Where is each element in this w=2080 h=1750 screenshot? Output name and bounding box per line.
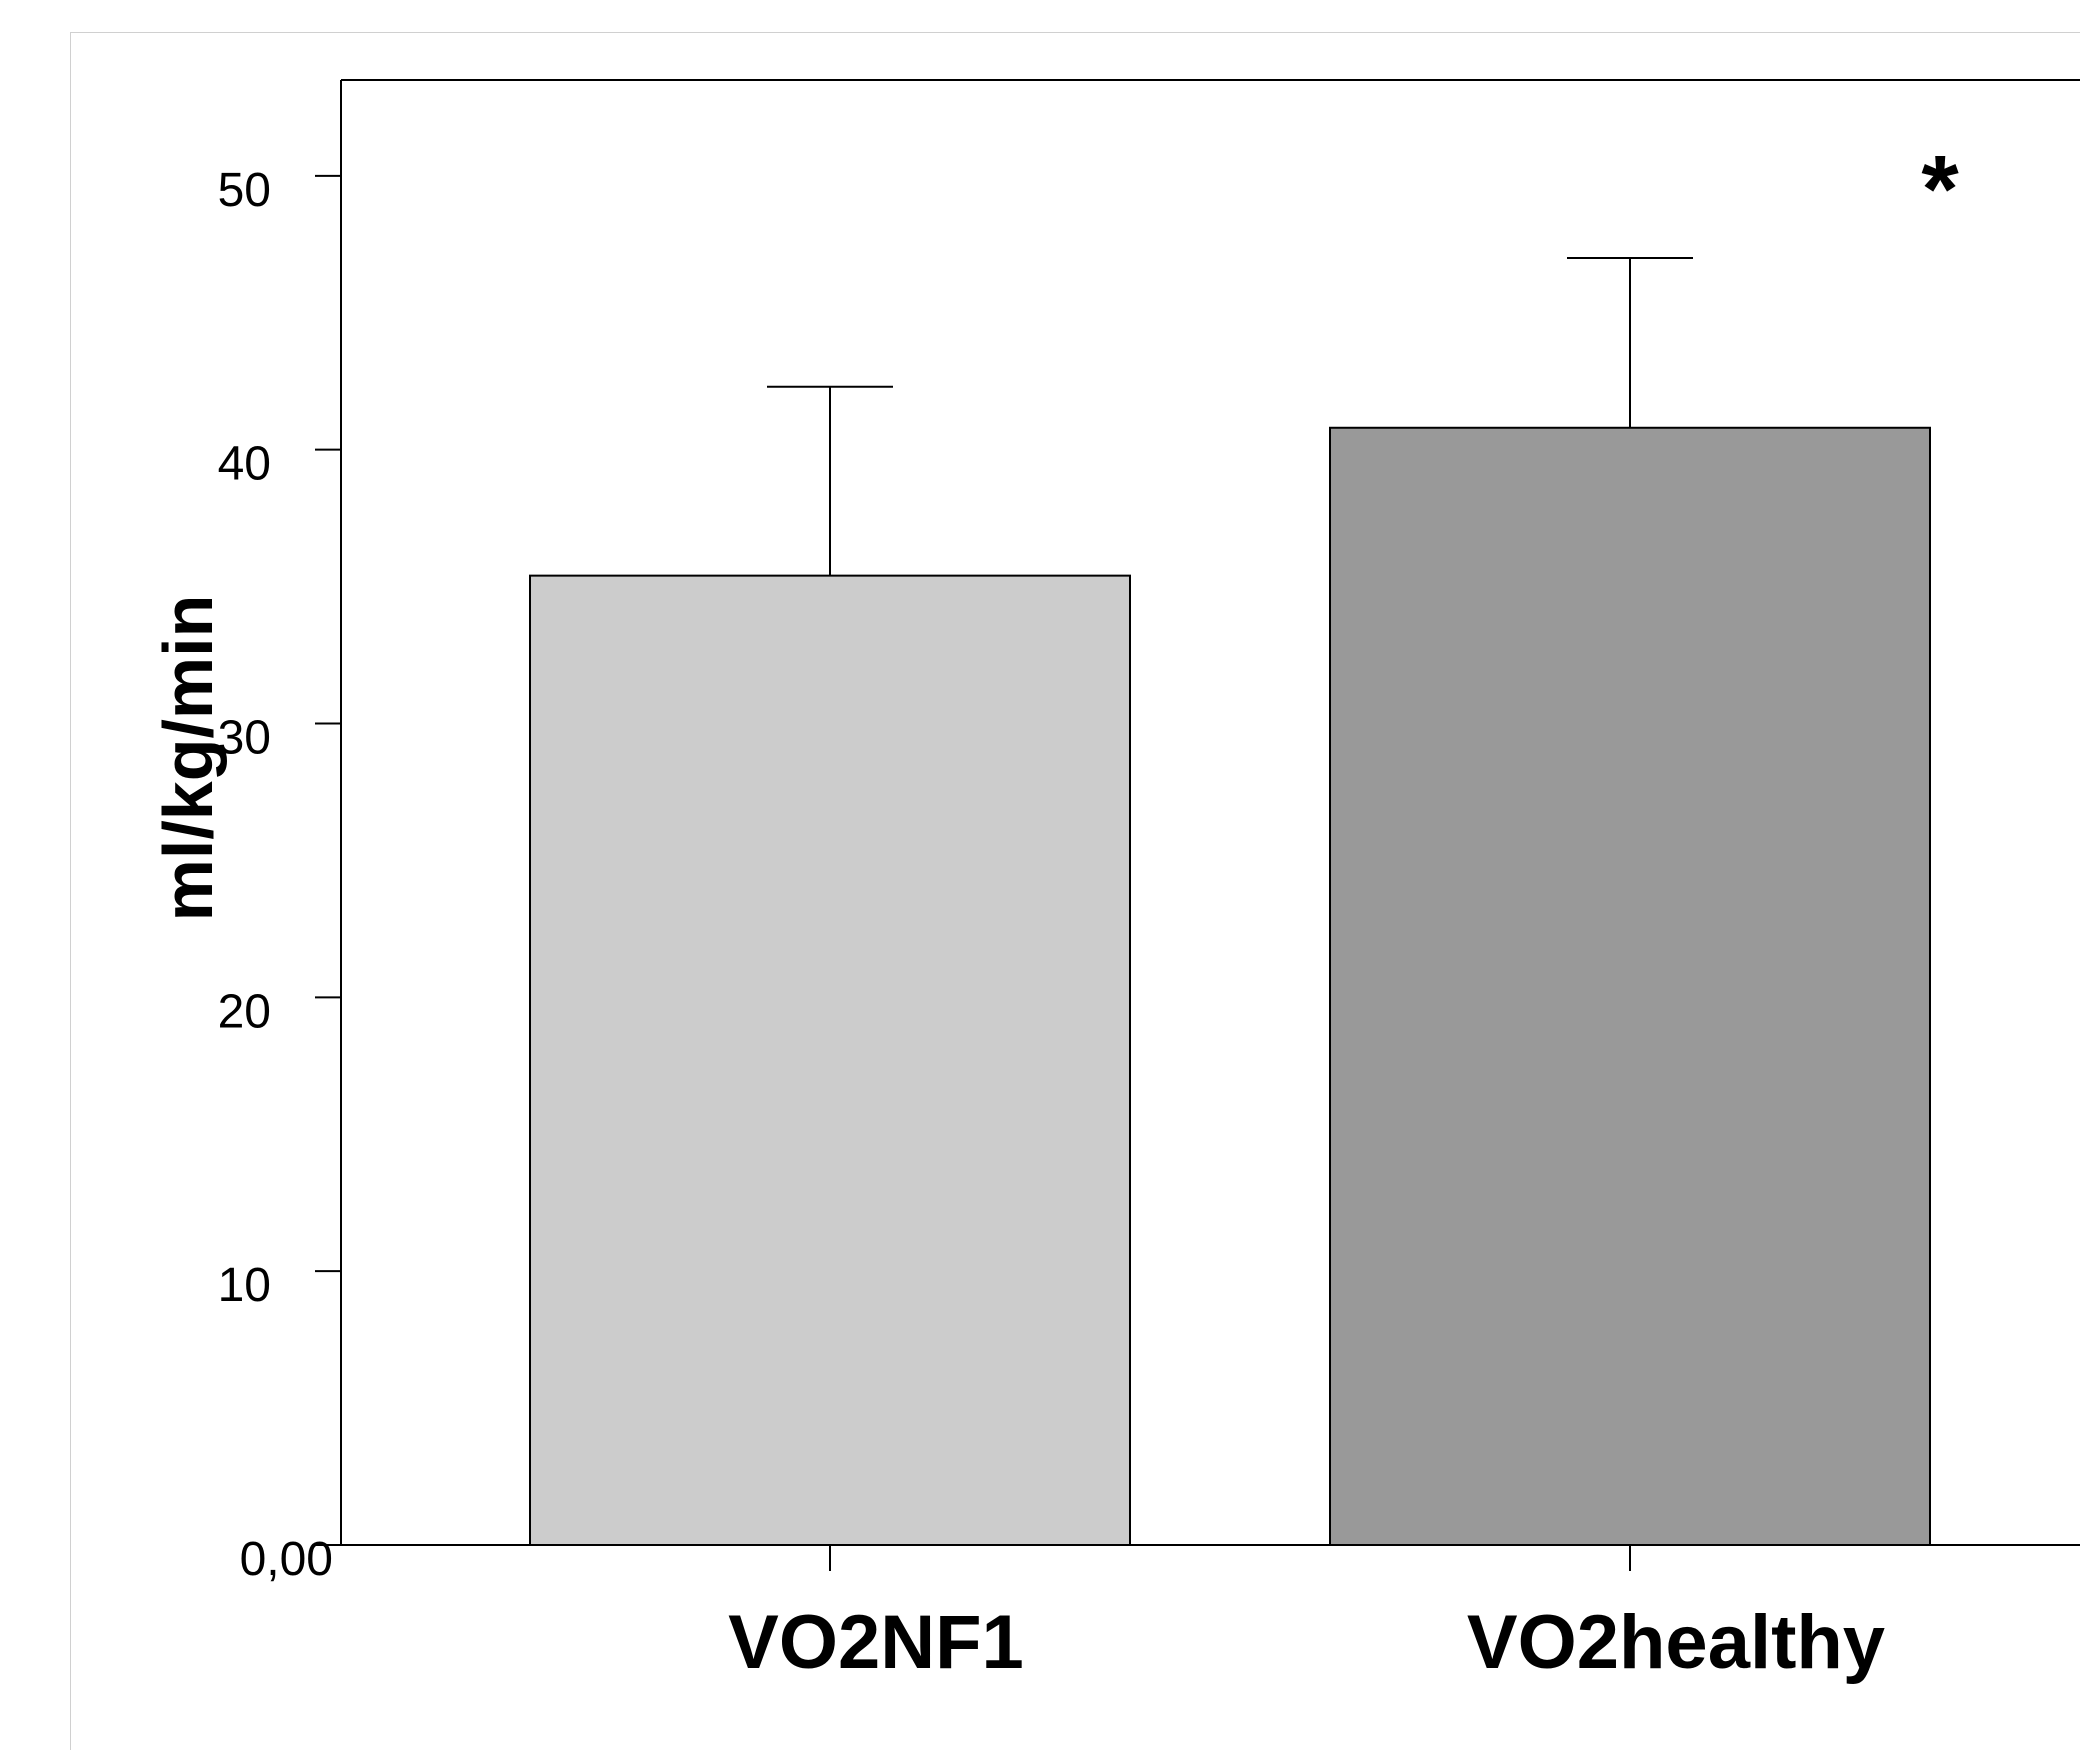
bar-VO2healthy [1329, 426, 1931, 1546]
y-tick-label: 10 [218, 1259, 271, 1312]
figure-frame [70, 32, 2080, 1750]
x-tick-label-VO2NF1: VO2NF1 [728, 1600, 1024, 1685]
bars [529, 256, 1931, 1546]
y-tick-label: 50 [218, 164, 271, 217]
y-tick-label: 30 [218, 712, 271, 765]
x-tick-label-VO2healthy: VO2healthy [1467, 1600, 1885, 1685]
y-axis-title: ml/kg/min [149, 595, 227, 922]
labels: 0,00 10 20 30 40 50 VO2NF1 VO2healthy ml/kg/min * [149, 136, 1959, 1685]
y-tick-label: 40 [218, 438, 271, 491]
y-tick-label: 20 [218, 985, 271, 1038]
bar-VO2NF1 [529, 574, 1131, 1546]
significance-marker: * [1921, 136, 1959, 243]
y-tick-label: 0,00 [240, 1533, 333, 1586]
